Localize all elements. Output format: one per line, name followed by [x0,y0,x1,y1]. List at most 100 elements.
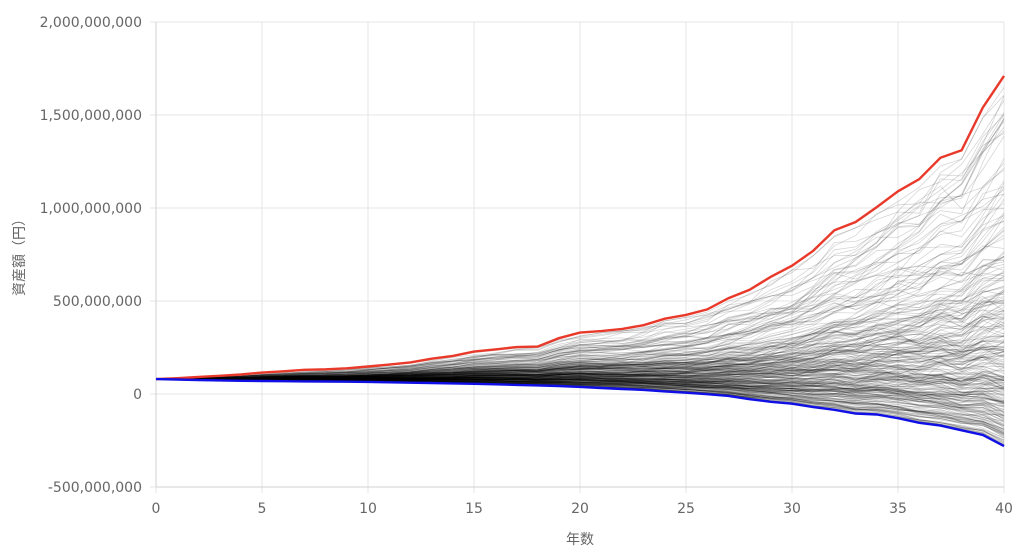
simulation-path [155,377,1005,392]
simulation-path [155,315,1005,380]
simulation-path [155,376,1005,391]
simulation-path [155,291,1005,380]
simulation-path [155,193,1005,380]
simulation-path [155,375,1005,419]
y-tick-label: 2,000,000,000 [40,15,142,31]
simulation-path [156,324,1005,380]
simulation-path [155,331,1005,380]
simulation-path [155,132,1005,380]
simulation-path [156,252,1005,380]
simulation-path [155,378,1005,430]
simulation-path [155,357,1005,380]
x-tick-label: 25 [677,501,695,517]
simulation-path [155,375,1005,408]
simulation-path [155,378,1005,433]
simulation-path [155,96,1005,380]
simulation-path [155,335,1005,380]
simulation-path [155,118,1005,380]
simulation-path [155,328,1005,380]
simulation-path [155,328,1005,380]
simulation-path [155,377,1005,387]
simulation-path [155,293,1005,380]
simulation-path [155,285,1005,380]
simulation-path [155,259,1005,380]
simulation-path [155,378,1005,393]
simulation-path [155,189,1005,380]
simulation-path [156,275,1005,380]
simulation-path [156,372,1005,393]
simulation-path [155,368,1005,388]
simulation-path [155,259,1004,380]
simulation-path [155,287,1005,380]
simulation-path [155,378,1005,407]
x-axis-title: 年数 [566,532,594,548]
simulation-path [155,300,1005,380]
simulation-path [155,136,1005,380]
simulation-path [155,348,1005,381]
simulation-path [155,378,1005,404]
simulation-path [155,364,1005,383]
simulation-path [155,325,1005,380]
simulation-path [156,299,1005,380]
simulation-path [156,372,1005,387]
simulation-path [155,216,1005,380]
simulation-path [155,193,1005,380]
simulation-path [155,345,1005,380]
axes [155,22,1004,488]
simulation-path [155,363,1005,389]
simulation-path [155,214,1005,380]
simulation-path [156,355,1005,380]
simulation-path [155,378,1005,441]
simulation-path [156,355,1005,381]
simulation-path [155,301,1005,380]
simulation-path [155,363,1005,383]
simulation-path [155,162,1005,380]
simulation-path [155,378,1005,418]
simulation-path [155,377,1005,438]
simulation-path [155,378,1005,394]
simulation-path [155,363,1005,382]
y-tick-label: 0 [133,387,142,403]
simulation-path [155,378,1005,422]
simulation-path [155,317,1005,380]
simulation-path [155,117,1005,380]
x-tick-label: 30 [783,501,801,517]
simulation-path [155,256,1005,380]
simulation-path [155,290,1005,380]
simulation-path [156,335,1005,380]
x-tick-label: 40 [995,501,1013,517]
simulation-path [155,251,1005,380]
simulation-path [155,299,1005,380]
simulation-path [156,365,1005,389]
simulation-path [155,345,1005,380]
simulation-path [155,378,1005,403]
simulation-path [155,372,1005,393]
simulation-path [155,297,1005,380]
simulation-path [155,310,1005,380]
simulation-path [156,289,1005,380]
simulation-path [155,343,1005,380]
simulation-path [155,339,1005,380]
simulation-path [156,355,1005,380]
simulation-path [155,215,1005,380]
simulation-path [155,321,1005,380]
simulation-path [155,368,1005,401]
simulation-path [155,376,1005,413]
simulation-path [156,279,1005,380]
simulation-path [155,378,1005,391]
simulation-path [155,255,1005,380]
simulation-path [155,357,1005,380]
simulation-path [155,351,1005,385]
simulation-path [155,349,1005,381]
simulation-path [155,347,1005,380]
simulation-path [156,342,1005,380]
simulation-path [155,95,1005,380]
simulation-path [155,158,1005,380]
simulation-path [155,363,1005,387]
simulation-path [155,328,1005,380]
simulation-path [155,127,1005,380]
simulation-path [155,340,1005,380]
simulation-path [155,378,1005,411]
simulation-lines [155,87,1005,447]
simulation-path [155,378,1005,407]
